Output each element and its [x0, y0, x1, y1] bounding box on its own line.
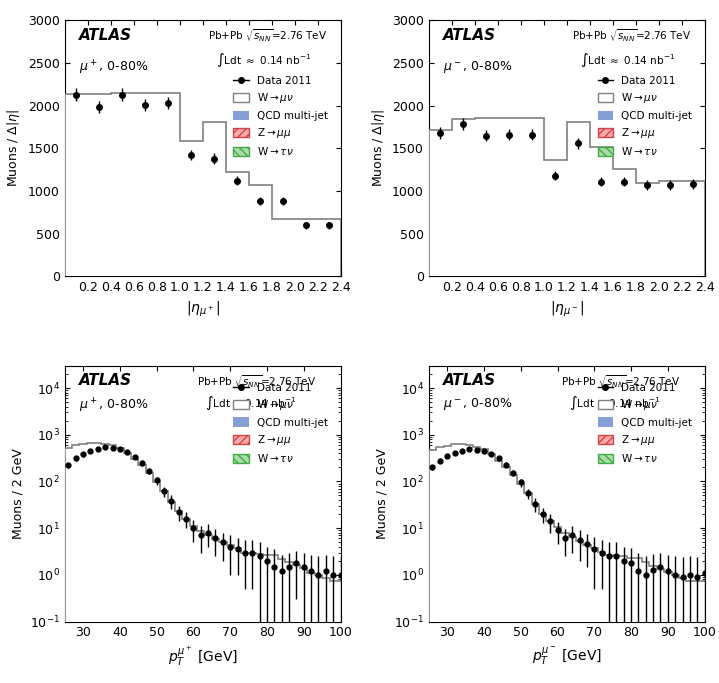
Text: Pb+Pb $\sqrt{s_{NN}}$=2.76 TeV: Pb+Pb $\sqrt{s_{NN}}$=2.76 TeV [562, 374, 680, 390]
Text: $\mu^+$, 0-80%: $\mu^+$, 0-80% [78, 59, 148, 77]
Text: $\int$Ldt = 0.14 nb$^{-1}$: $\int$Ldt = 0.14 nb$^{-1}$ [569, 394, 661, 412]
Text: ATLAS: ATLAS [78, 374, 132, 389]
Text: ATLAS: ATLAS [443, 374, 495, 389]
Text: $\mu^-$, 0-80%: $\mu^-$, 0-80% [443, 396, 512, 413]
Legend: Data 2011, W$\rightarrow\mu\nu$, QCD multi-jet, Z$\rightarrow\mu\mu$, W$\rightar: Data 2011, W$\rightarrow\mu\nu$, QCD mul… [229, 378, 333, 469]
Text: Pb+Pb $\sqrt{s_{NN}}$=2.76 TeV: Pb+Pb $\sqrt{s_{NN}}$=2.76 TeV [197, 374, 316, 390]
Text: ATLAS: ATLAS [78, 28, 132, 43]
Y-axis label: Muons / $\Delta|\eta|$: Muons / $\Delta|\eta|$ [6, 109, 22, 188]
Text: $\mu^+$, 0-80%: $\mu^+$, 0-80% [78, 396, 148, 415]
Legend: Data 2011, W$\rightarrow\mu\nu$, QCD multi-jet, Z$\rightarrow\mu\mu$, W$\rightar: Data 2011, W$\rightarrow\mu\nu$, QCD mul… [593, 72, 697, 161]
Y-axis label: Muons / 2 GeV: Muons / 2 GeV [12, 448, 24, 539]
Text: $\mu^-$, 0-80%: $\mu^-$, 0-80% [443, 59, 512, 75]
Text: Pb+Pb $\sqrt{s_{NN}}$=2.76 TeV: Pb+Pb $\sqrt{s_{NN}}$=2.76 TeV [572, 28, 692, 44]
X-axis label: $p_T^{\mu^+}$ [GeV]: $p_T^{\mu^+}$ [GeV] [168, 645, 238, 668]
Legend: Data 2011, W$\rightarrow\mu\nu$, QCD multi-jet, Z$\rightarrow\mu\mu$, W$\rightar: Data 2011, W$\rightarrow\mu\nu$, QCD mul… [593, 378, 697, 469]
X-axis label: $p_T^{\mu^-}$ [GeV]: $p_T^{\mu^-}$ [GeV] [531, 645, 602, 667]
Text: $\int$Ldt $\approx$ 0.14 nb$^{-1}$: $\int$Ldt $\approx$ 0.14 nb$^{-1}$ [580, 51, 676, 69]
X-axis label: $|\eta_{\mu^-}|$: $|\eta_{\mu^-}|$ [550, 300, 584, 319]
X-axis label: $|\eta_{\mu^+}|$: $|\eta_{\mu^+}|$ [186, 300, 219, 319]
Y-axis label: Muons / 2 GeV: Muons / 2 GeV [375, 448, 388, 539]
Text: ATLAS: ATLAS [443, 28, 495, 43]
Text: $\int$Ldt = 0.14 nb$^{-1}$: $\int$Ldt = 0.14 nb$^{-1}$ [206, 394, 296, 412]
Legend: Data 2011, W$\rightarrow\mu\nu$, QCD multi-jet, Z$\rightarrow\mu\mu$, W$\rightar: Data 2011, W$\rightarrow\mu\nu$, QCD mul… [229, 72, 333, 161]
Text: Pb+Pb $\sqrt{s_{NN}}$=2.76 TeV: Pb+Pb $\sqrt{s_{NN}}$=2.76 TeV [208, 28, 327, 44]
Y-axis label: Muons / $\Delta|\eta|$: Muons / $\Delta|\eta|$ [370, 109, 387, 188]
Text: $\int$Ldt $\approx$ 0.14 nb$^{-1}$: $\int$Ldt $\approx$ 0.14 nb$^{-1}$ [216, 51, 311, 69]
